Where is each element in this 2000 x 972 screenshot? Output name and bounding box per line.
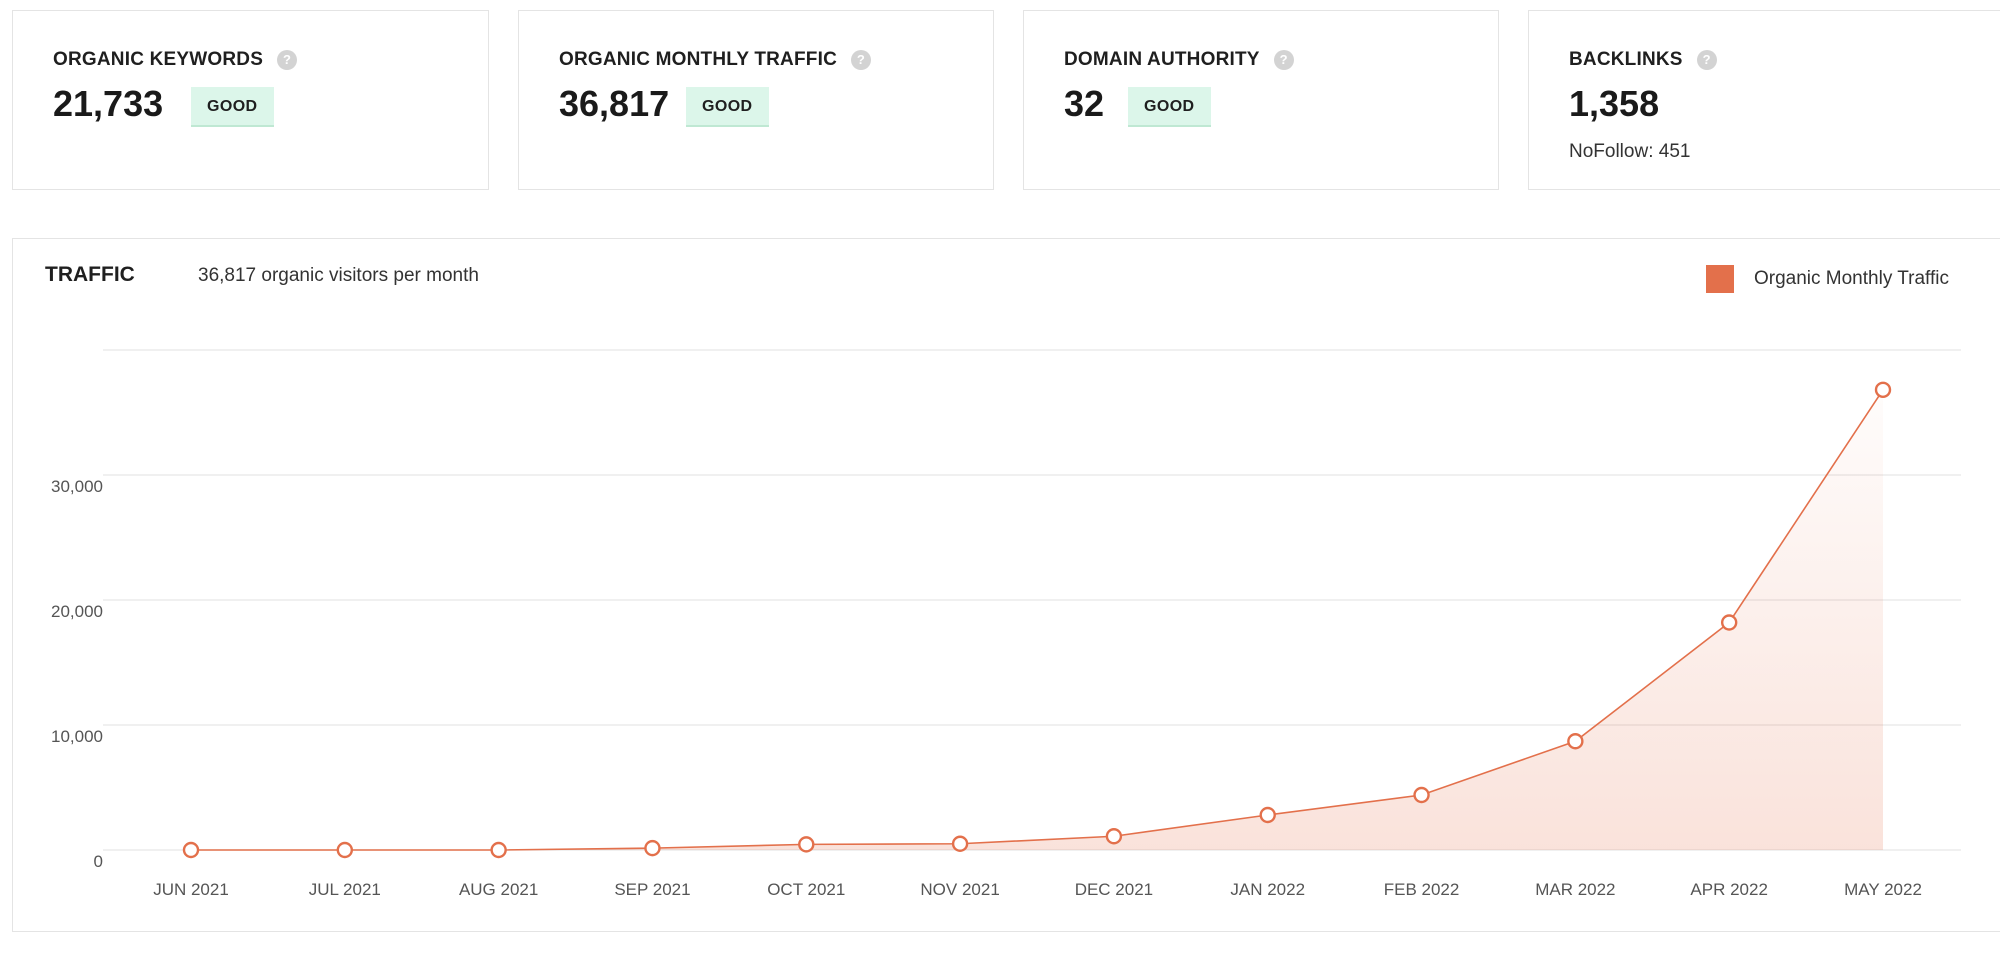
help-icon[interactable]: ? [277, 50, 298, 70]
help-icon[interactable]: ? [851, 50, 871, 70]
x-tick-label: AUG 2021 [459, 880, 538, 899]
x-tick-label: JUN 2021 [153, 880, 229, 899]
x-tick-label: FEB 2022 [1384, 880, 1460, 899]
card-value: 32 [1064, 83, 1105, 124]
traffic-chart-panel: TRAFFIC 36,817 organic visitors per mont… [12, 238, 2000, 932]
data-point [1105, 828, 1123, 845]
y-tick-label: 30,000 [51, 477, 103, 496]
card-value: 21,733 [53, 83, 164, 124]
data-point [182, 841, 200, 859]
data-point [1567, 733, 1584, 750]
x-tick-label: NOV 2021 [920, 880, 999, 899]
data-point [644, 839, 661, 857]
y-tick-label: 10,000 [51, 727, 103, 746]
legend-label: Organic Monthly Traffic [1753, 268, 1949, 289]
card-value: 36,817 [559, 83, 670, 124]
x-tick-label: JAN 2022 [1230, 880, 1305, 899]
chart-title: TRAFFIC [45, 263, 135, 286]
data-point [1259, 806, 1276, 824]
data-point [336, 841, 354, 859]
data-point [490, 841, 507, 859]
card-organic-keywords: ORGANIC KEYWORDS ? 21,733 GOOD [12, 10, 489, 190]
card-value: 1,358 [1569, 83, 1660, 124]
status-badge: GOOD [1128, 87, 1211, 127]
x-tick-label: MAR 2022 [1535, 880, 1615, 899]
nofollow-count: NoFollow: 451 [1569, 141, 1691, 162]
data-point [1413, 786, 1430, 804]
status-badge: GOOD [686, 87, 769, 127]
help-icon[interactable]: ? [1273, 50, 1294, 70]
data-point [951, 835, 969, 852]
card-title: ORGANIC MONTHLY TRAFFIC [559, 49, 837, 70]
data-point [1720, 614, 1738, 631]
y-tick-label: 20,000 [51, 602, 103, 621]
traffic-chart: 0 10,000 20,000 30,000 JUN 2021 JUL 2021 AUG 2… [51, 349, 1961, 899]
card-title: DOMAIN AUTHORITY [1064, 49, 1260, 70]
status-badge: GOOD [191, 87, 274, 127]
x-tick-label: MAY 2022 [1844, 880, 1922, 899]
x-tick-label: SEP 2021 [614, 880, 690, 899]
help-icon[interactable]: ? [1696, 50, 1717, 70]
chart-legend[interactable]: Organic Monthly Traffic [1705, 265, 1949, 293]
card-domain-authority: DOMAIN AUTHORITY ? 32 GOOD [1023, 10, 1499, 190]
card-title: BACKLINKS [1569, 49, 1683, 70]
x-tick-label: OCT 2021 [767, 880, 845, 899]
x-tick-label: APR 2022 [1690, 880, 1768, 899]
series-area [191, 389, 1883, 850]
data-point [798, 836, 815, 853]
legend-swatch [1705, 265, 1734, 293]
data-point [1874, 381, 1892, 398]
x-tick-label: JUL 2021 [309, 880, 381, 899]
x-tick-label: DEC 2021 [1075, 880, 1153, 899]
chart-subtitle: 36,817 organic visitors per month [198, 265, 479, 286]
card-title: ORGANIC KEYWORDS [53, 49, 264, 70]
card-backlinks: BACKLINKS ? 1,358 NoFollow: 451 [1528, 10, 2000, 190]
series-line [191, 389, 1884, 851]
y-tick-label: 0 [94, 852, 103, 871]
card-organic-monthly-traffic: ORGANIC MONTHLY TRAFFIC ? 36,817 GOOD [518, 10, 994, 190]
